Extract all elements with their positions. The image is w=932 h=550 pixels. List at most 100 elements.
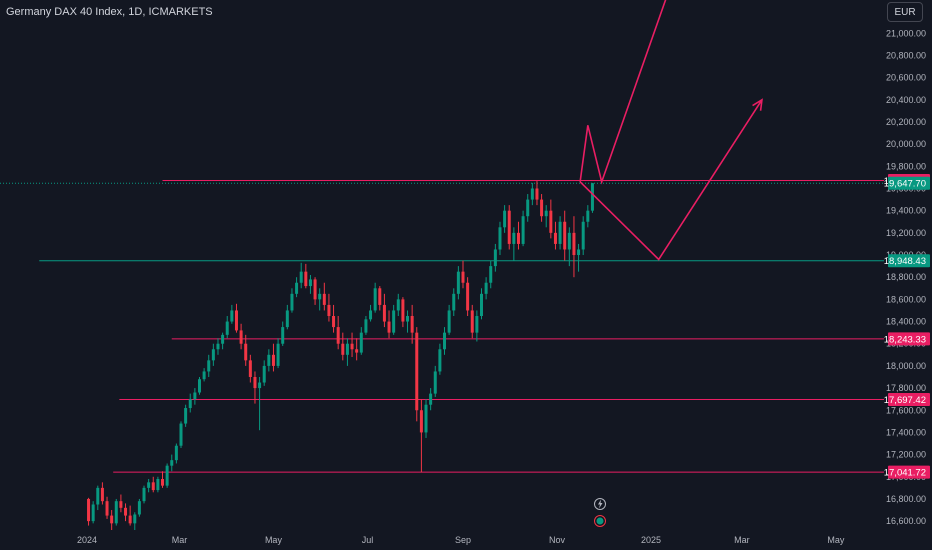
x-tick-label: Jul <box>362 535 374 545</box>
level-price-tag: 17,697.42 <box>884 395 926 406</box>
level-price-tag-bg <box>888 332 930 346</box>
y-tick-label: 20,000.00 <box>886 139 926 149</box>
candle-body <box>267 354 271 366</box>
candle-body <box>327 304 331 317</box>
currency-button[interactable]: EUR <box>887 2 923 22</box>
y-tick-label: 17,600.00 <box>886 405 926 415</box>
candle-body <box>544 210 548 217</box>
candle-body <box>493 249 497 267</box>
candle-body <box>114 501 118 524</box>
candle-body <box>128 515 132 524</box>
current-price-tag-bg <box>888 176 930 190</box>
candle-body <box>234 310 238 331</box>
candle-body <box>535 188 539 200</box>
projection-path[interactable] <box>579 99 763 261</box>
candle-body <box>184 408 188 424</box>
x-tick-label: May <box>827 535 845 545</box>
candle-body <box>572 232 576 256</box>
y-tick-label: 19,400.00 <box>886 206 926 216</box>
candle-body <box>456 271 460 294</box>
y-tick-label: 17,200.00 <box>886 450 926 460</box>
candle-body <box>355 349 359 353</box>
candle-body <box>336 327 340 344</box>
y-tick-label: 20,800.00 <box>886 50 926 60</box>
indicator-dot-fill <box>596 517 604 525</box>
candle-body <box>466 282 470 311</box>
level-price-tag: 17,041.72 <box>884 468 926 479</box>
y-tick-label: 19,800.00 <box>886 161 926 171</box>
candle-body <box>345 343 349 355</box>
candle-body <box>498 227 502 250</box>
candle-body <box>248 360 252 377</box>
candle-body <box>165 465 169 486</box>
level-price-tag-bg <box>888 254 930 268</box>
y-tick-label: 18,400.00 <box>886 317 926 327</box>
candle-body <box>308 279 312 287</box>
candle-body <box>359 332 363 353</box>
projection-arrowhead <box>752 98 763 111</box>
level-price-tag: 18,948.43 <box>884 256 926 267</box>
candle-body <box>202 371 206 380</box>
candle-body <box>452 293 456 311</box>
candle-body <box>475 316 479 333</box>
y-tick-label: 17,400.00 <box>886 427 926 437</box>
candle-body <box>433 371 437 394</box>
candle-body <box>304 271 308 287</box>
lightning-glyph <box>598 499 603 509</box>
candle-body <box>281 327 285 344</box>
candle-body <box>516 232 520 244</box>
candle-body <box>91 504 95 522</box>
y-tick-label: 20,600.00 <box>886 73 926 83</box>
x-tick-label: Nov <box>549 535 566 545</box>
current-price-tag: 19,647.70 <box>884 179 926 190</box>
candle-body <box>137 501 141 515</box>
x-tick-label: Sep <box>455 535 471 545</box>
candle-body <box>253 376 257 389</box>
candle-body <box>119 501 123 508</box>
candle-body <box>142 487 146 502</box>
candle-body <box>318 293 322 300</box>
candle-body <box>133 514 137 524</box>
candle-body <box>563 221 567 250</box>
candle-body <box>507 210 511 244</box>
candle-body <box>553 232 557 244</box>
y-tick-label: 17,800.00 <box>886 383 926 393</box>
candle-body <box>489 266 493 283</box>
candle-body <box>410 316 414 333</box>
candle-body <box>419 410 423 433</box>
indicator-dot-icon[interactable] <box>594 515 606 527</box>
candle-body <box>443 332 447 350</box>
y-tick-label: 21,000.00 <box>886 28 926 38</box>
x-tick-label: Mar <box>172 535 188 545</box>
candle-body <box>461 271 465 283</box>
candle-body <box>313 279 317 300</box>
x-tick-label: Mar <box>734 535 750 545</box>
candle-body <box>447 310 451 333</box>
candle-body <box>96 487 100 505</box>
candle-body <box>406 316 410 322</box>
level-price-tag-bg <box>888 465 930 479</box>
candle-body <box>174 445 178 461</box>
candle-body <box>156 478 160 491</box>
candle-body <box>230 310 234 322</box>
candle-body <box>558 221 562 244</box>
candle-body <box>124 507 128 516</box>
lightning-icon[interactable] <box>594 498 606 510</box>
candle-body <box>188 399 192 409</box>
candle-body <box>225 321 229 335</box>
candle-body <box>239 330 243 344</box>
x-tick-label: 2025 <box>641 535 661 545</box>
candle-body <box>438 349 442 372</box>
candle-body <box>378 288 382 305</box>
level-price-tag-bg <box>888 392 930 406</box>
candle-body <box>211 349 215 361</box>
candle-body <box>147 482 151 488</box>
x-tick-label: 2024 <box>77 535 97 545</box>
projection-path[interactable] <box>579 0 676 185</box>
y-tick-label: 18,800.00 <box>886 272 926 282</box>
candle-body <box>382 304 386 322</box>
candle-body <box>549 210 553 233</box>
candle-body <box>526 199 530 217</box>
